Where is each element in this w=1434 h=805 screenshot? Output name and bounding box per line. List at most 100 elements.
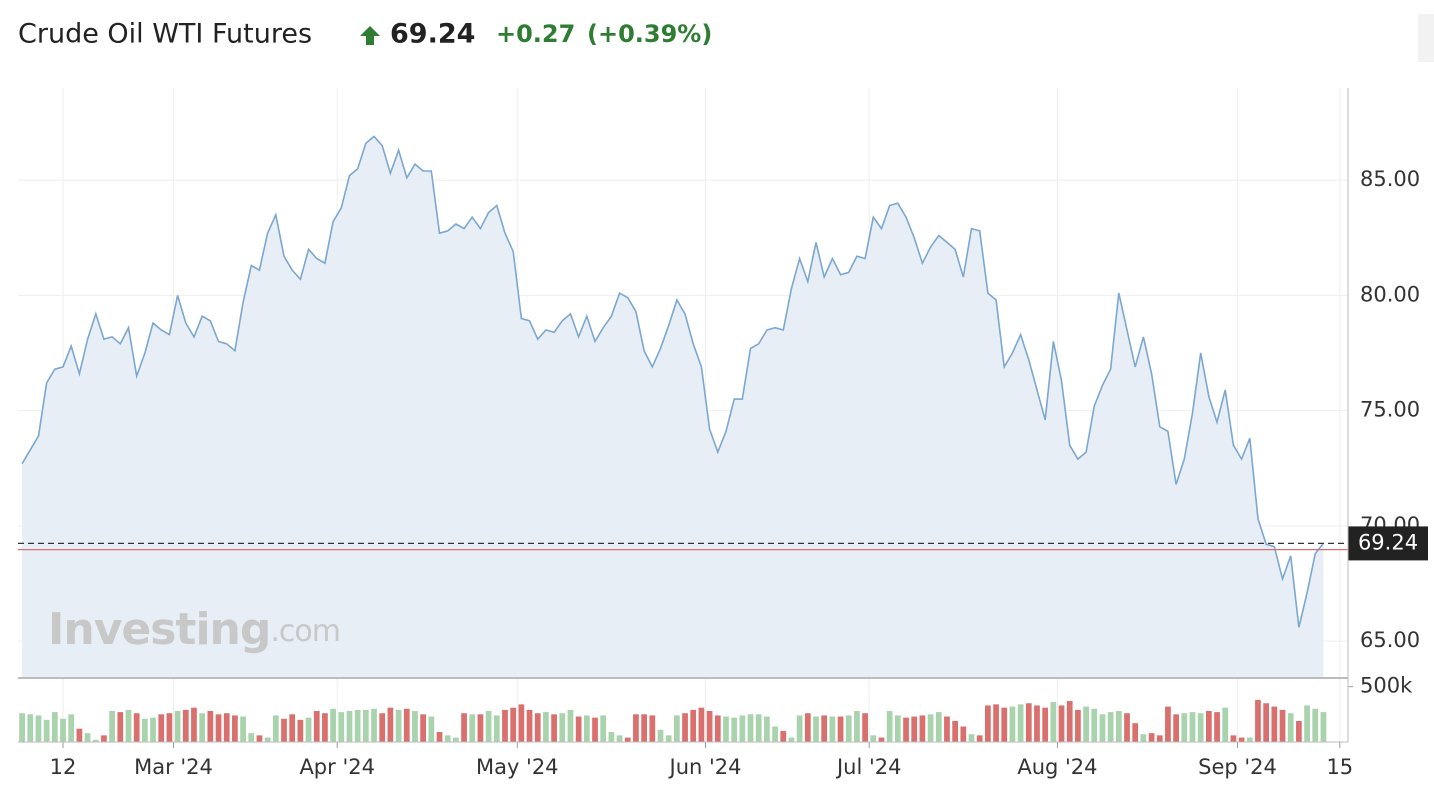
volume-bar [477,714,484,742]
volume-bar [944,716,950,742]
volume-bar [256,735,263,742]
volume-bar [182,709,189,742]
volume-bar [747,714,754,742]
volume-bar [927,714,934,742]
volume-bar [330,708,336,742]
volume-bar [1099,714,1106,742]
volume-bar [436,732,443,742]
volume-bar [894,715,901,742]
volume-bar [1034,705,1040,742]
volume-bar [657,729,664,742]
volume-bar [174,711,181,742]
y-tick-label: 75.00 [1360,398,1420,422]
volume-bar [125,709,132,742]
volume-bar [1296,720,1302,742]
volume-bar [534,713,541,742]
volume-bar [780,730,787,742]
volume-bar [1205,711,1212,742]
volume-bar [592,717,598,742]
volume-bar [133,713,140,742]
volume-bar [223,713,230,742]
volume-bar [772,726,778,742]
volume-bar [698,707,705,742]
volume-bar [845,715,852,742]
volume-bar [60,718,66,742]
volume-bar [952,720,959,742]
volume-bar [92,739,99,742]
y-tick-label: 85.00 [1360,167,1420,191]
volume-bar [1312,708,1319,742]
volume-bar [854,711,860,742]
x-tick-label: 15 [1326,755,1353,779]
price-area [22,136,1324,678]
volume-bar [76,728,83,742]
volume-bar [1083,706,1089,742]
volume-bar [1304,705,1310,742]
volume-bar [862,713,868,742]
volume-bar [731,717,738,742]
volume-bar [608,732,615,742]
volume-bar [723,716,729,742]
volume-bar [428,716,435,742]
volume-bar [1320,712,1327,742]
volume-bar [240,716,246,742]
volume-bar [141,718,148,742]
volume-bar [387,707,394,742]
last-price-label: 69.24 [1358,530,1418,554]
volume-bar [1222,707,1229,742]
volume-bar [878,737,885,742]
volume-bar [1279,709,1286,742]
volume-bar [903,717,909,742]
volume-bar [985,705,991,742]
volume-bar [354,709,361,742]
volume-bar [706,711,713,742]
volume-bar [567,709,574,742]
volume-bar [1287,713,1294,742]
volume-bar [1075,709,1081,742]
volume-bar [51,712,58,742]
volume-bar [313,711,320,742]
volume-bar [960,726,967,742]
x-tick-label: Sep '24 [1198,755,1277,779]
volume-bar [109,711,115,742]
volume-bar [764,716,770,742]
volume-bar [755,714,762,742]
volume-bar [1189,712,1196,742]
volume-bar [1263,703,1270,742]
volume-bar [461,713,467,742]
volume-bar [305,717,312,742]
volume-bar [272,715,279,742]
volume-bar [739,715,746,742]
volume-bar [371,708,377,742]
volume-bar [1238,737,1245,742]
volume-bar [395,709,402,742]
volume-bar [412,711,418,742]
volume-bar [453,737,459,742]
volume-bar [714,715,721,742]
volume-bar [616,735,623,742]
volume-bar [510,707,517,742]
volume-bar [804,713,811,742]
up-arrow [360,26,380,45]
volume-bar [870,735,877,742]
price: 69.24 [390,19,475,50]
title: Crude Oil WTI Futures [18,19,312,50]
volume-bar [690,709,697,742]
volume-bar [575,716,582,742]
volume-bar [207,711,214,742]
volume-bar [821,715,828,742]
change: +0.27 [496,20,575,48]
volume-bar [191,707,197,742]
volume-bar [829,716,836,742]
volume-bar [1066,701,1073,742]
toolbar-stub [1418,14,1434,62]
volume-bar [248,733,255,742]
volume-bar [1140,734,1147,742]
volume-bar [976,735,983,742]
volume-bar [673,715,680,742]
volume-bar [1042,707,1049,742]
volume-bar [1214,712,1220,742]
volume-bar [1025,703,1032,742]
volume-bar [1091,708,1098,742]
